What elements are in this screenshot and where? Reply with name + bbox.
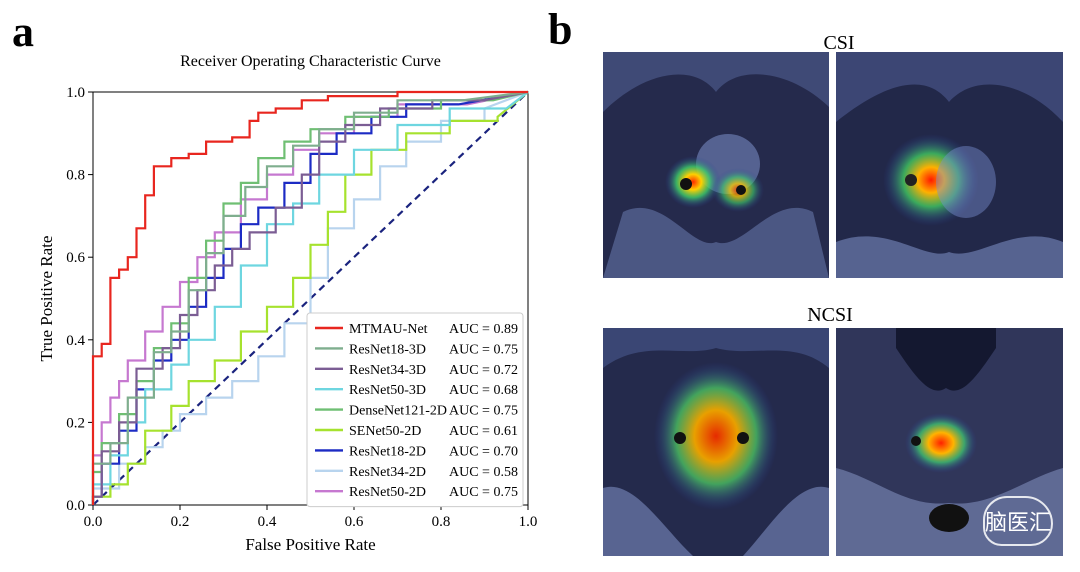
- legend-label: ResNet18-3D: [349, 342, 426, 357]
- chart-title: Receiver Operating Characteristic Curve: [180, 53, 441, 70]
- watermark-logo: 脑医汇: [983, 496, 1053, 546]
- y-tick-label: 0.4: [66, 333, 85, 349]
- csi-heatmap-image-right: [836, 52, 1063, 278]
- csi-heatmap-image-left: [603, 52, 829, 278]
- y-tick-label: 0.6: [66, 250, 85, 266]
- y-tick-label: 0.8: [66, 168, 85, 184]
- x-tick-label: 1.0: [519, 514, 538, 530]
- csi-label: CSI: [823, 32, 855, 54]
- roc-chart: Receiver Operating Characteristic Curve 0…: [37, 53, 538, 554]
- legend-auc: AUC = 0.89: [449, 322, 518, 337]
- legend-label: ResNet50-2D: [349, 485, 426, 500]
- x-tick-label: 0.4: [258, 514, 277, 530]
- ncsi-label: NCSI: [807, 304, 853, 326]
- legend-auc: AUC = 0.75: [449, 404, 518, 419]
- legend-auc: AUC = 0.70: [449, 444, 518, 459]
- chance-diagonal-line: [92, 91, 529, 506]
- x-tick-label: 0.0: [84, 514, 103, 530]
- legend-auc: AUC = 0.72: [449, 363, 518, 378]
- x-tick-label: 0.8: [432, 514, 451, 530]
- x-axis-label: False Positive Rate: [245, 535, 375, 554]
- legend-label: ResNet34-2D: [349, 465, 426, 480]
- legend-auc: AUC = 0.58: [449, 465, 518, 480]
- legend-auc: AUC = 0.68: [449, 383, 518, 398]
- y-tick-label: 0.2: [66, 415, 85, 431]
- legend-auc: AUC = 0.61: [449, 424, 518, 439]
- legend-label: MTMAU-Net: [349, 322, 428, 337]
- y-tick-label: 0.0: [66, 498, 85, 514]
- x-tick-label: 0.6: [345, 514, 364, 530]
- roc-line-mtmau-net: [91, 90, 528, 505]
- y-tick-label: 1.0: [66, 85, 85, 101]
- legend-auc: AUC = 0.75: [449, 485, 518, 500]
- ncsi-heatmap-image-left: [603, 328, 829, 556]
- legend-label: ResNet18-2D: [349, 444, 426, 459]
- roc-line-senet50-2d: [91, 91, 529, 505]
- legend-label: DenseNet121-2D: [349, 404, 447, 419]
- x-tick-label: 0.2: [171, 514, 190, 530]
- roc-line-resnet18-3d: [91, 90, 529, 505]
- legend-label: SENet50-2D: [349, 424, 421, 439]
- panel-a-letter: a: [12, 7, 34, 56]
- legend-auc: AUC = 0.75: [449, 342, 518, 357]
- legend-label: ResNet50-3D: [349, 383, 426, 398]
- panel-b-letter: b: [548, 5, 573, 54]
- legend-box: [306, 312, 524, 508]
- legend-label: ResNet34-3D: [349, 363, 426, 378]
- y-axis-label: True Positive Rate: [37, 236, 56, 362]
